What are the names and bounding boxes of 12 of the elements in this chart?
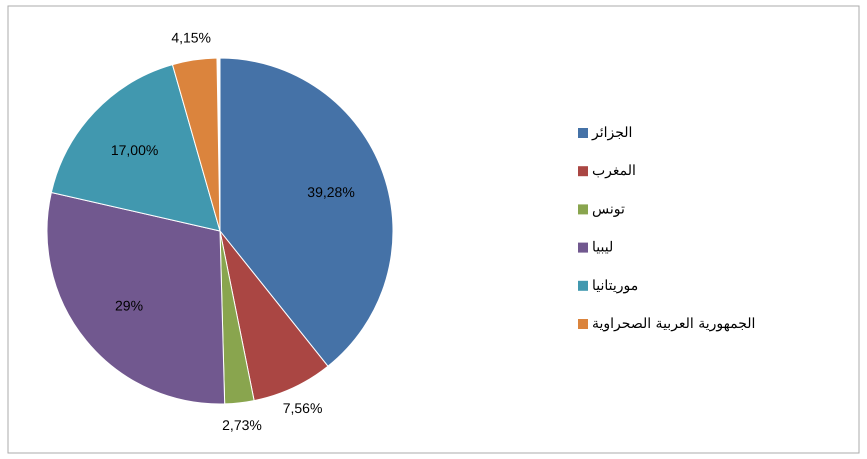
legend-label: الجمهورية العربية الصحراوية xyxy=(592,316,756,332)
data-label: 39,28% xyxy=(307,184,355,200)
legend-label: ليبيا xyxy=(592,240,614,256)
data-label: 4,15% xyxy=(171,30,212,46)
legend-label: الجزائر xyxy=(591,125,632,141)
data-label: 17,00% xyxy=(110,142,158,158)
data-label: 7,56% xyxy=(282,400,322,416)
data-label: 29% xyxy=(115,298,144,314)
legend-label: موريتانيا xyxy=(592,278,638,294)
legend-label: المغرب xyxy=(592,163,636,180)
legend-label: تونس xyxy=(592,201,625,218)
data-label: 2,73% xyxy=(222,417,262,434)
